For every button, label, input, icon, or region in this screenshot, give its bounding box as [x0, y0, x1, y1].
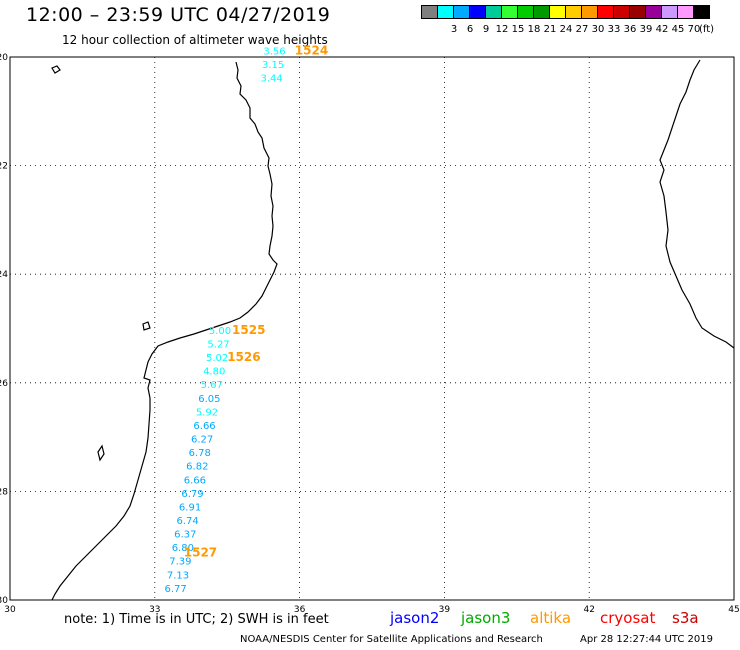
scale-label: 27	[575, 24, 589, 35]
wave-height-value: 5.00	[209, 326, 231, 337]
scale-label: 24	[559, 24, 573, 35]
wave-height-value: 6.66	[184, 475, 206, 486]
scale-label: 12	[495, 24, 509, 35]
scale-label: 21	[543, 24, 557, 35]
satellite-cryosat: cryosat	[600, 609, 656, 627]
satellite-jason3: jason3	[461, 609, 511, 627]
wave-height-value: 5.67	[201, 380, 223, 391]
wave-height-color-scale: 3 6 9 12 15 18 21 24 27 30 33 36 39 42 45 70 (ft)	[421, 5, 714, 35]
island-west-coast	[97, 444, 105, 462]
wave-height-labels: 3.56 3.15 3.44 5.00 5.27 5.02 4.80 5.67 6.05 5.92…	[164, 46, 285, 595]
coastline	[51, 59, 735, 601]
scale-unit: (ft)	[699, 24, 715, 35]
wave-height-value: 5.92	[196, 407, 218, 418]
lat-tick-label: -26	[0, 379, 8, 389]
wave-height-value: 6.66	[193, 421, 215, 432]
wave-height-value: 3.15	[262, 60, 284, 71]
wave-height-value: 6.77	[164, 584, 186, 595]
scale-label: 39	[639, 24, 653, 35]
page-subtitle: 12 hour collection of altimeter wave hei…	[62, 33, 328, 47]
africa-coastline	[51, 61, 278, 601]
footer-timestamp: Apr 28 12:27:44 UTC 2019	[580, 634, 713, 645]
lon-tick-label: 39	[439, 605, 451, 615]
lat-tick-label: -20	[0, 53, 8, 63]
track-number: 1527	[184, 546, 217, 560]
wave-height-value: 6.80	[172, 543, 194, 554]
scale-label: 15	[511, 24, 525, 35]
wave-height-value: 6.27	[191, 435, 213, 446]
lon-tick-label: 42	[583, 605, 594, 615]
satellite-altika: altika	[530, 609, 572, 627]
wave-height-value: 6.91	[179, 502, 201, 513]
lon-tick-label: 30	[4, 605, 16, 615]
wave-height-value: 6.79	[181, 489, 203, 500]
wave-height-value: 3.44	[261, 73, 283, 84]
notes-text: note: 1) Time is in UTC; 2) SWH is in fe…	[64, 612, 329, 627]
wave-height-value: 5.27	[207, 340, 229, 351]
scale-label: 45	[671, 24, 685, 35]
wave-height-value: 6.82	[186, 462, 208, 473]
island-inlet	[142, 321, 151, 331]
scale-label: 18	[527, 24, 541, 35]
scale-label: 3	[450, 24, 458, 35]
scale-label: 42	[655, 24, 669, 35]
satellite-s3a: s3a	[672, 609, 699, 627]
scale-label: 9	[482, 24, 490, 35]
lat-tick-label: -30	[0, 596, 8, 606]
wave-height-value: 6.05	[198, 394, 220, 405]
scale-label: 6	[466, 24, 474, 35]
scale-label: 33	[607, 24, 621, 35]
wave-height-value: 6.37	[174, 530, 196, 541]
lon-tick-label: 45	[728, 605, 739, 615]
wave-height-value: 4.80	[203, 367, 225, 378]
lat-tick-label: -24	[0, 270, 8, 280]
track-number: 1524	[295, 43, 328, 57]
lon-tick-label: 36	[294, 605, 306, 615]
footer-org: NOAA/NESDIS Center for Satellite Applica…	[240, 634, 543, 645]
scale-label: 36	[623, 24, 637, 35]
lon-tick-label: 33	[149, 605, 160, 615]
track-number: 1525	[232, 323, 265, 337]
lat-tick-label: -22	[0, 162, 8, 172]
wave-height-value: 7.39	[169, 557, 191, 568]
scale-swatch	[693, 5, 710, 19]
madagascar-coastline	[659, 59, 735, 349]
scale-label: 30	[591, 24, 605, 35]
wave-height-value: 6.78	[189, 448, 211, 459]
scale-label: 70	[687, 24, 701, 35]
wave-height-value: 7.13	[167, 570, 189, 581]
island-northwest	[51, 65, 61, 74]
track-number: 1526	[227, 350, 260, 364]
satellite-jason2: jason2	[390, 609, 440, 627]
track-labels: 1524 1525 1526 1527	[184, 43, 328, 559]
wave-height-value: 5.02	[206, 353, 228, 364]
map-border	[9, 56, 735, 601]
axis-tick-labels: 30 33 36 39 42 45 -20 -22 -24 -26 -28 -30	[0, 53, 740, 615]
lat-tick-label: -28	[0, 487, 8, 497]
wave-height-value: 3.56	[263, 46, 285, 57]
map-frame	[9, 56, 735, 601]
page-title: 12:00 – 23:59 UTC 04/27/2019	[26, 4, 331, 26]
wave-height-value: 6.74	[177, 516, 199, 527]
